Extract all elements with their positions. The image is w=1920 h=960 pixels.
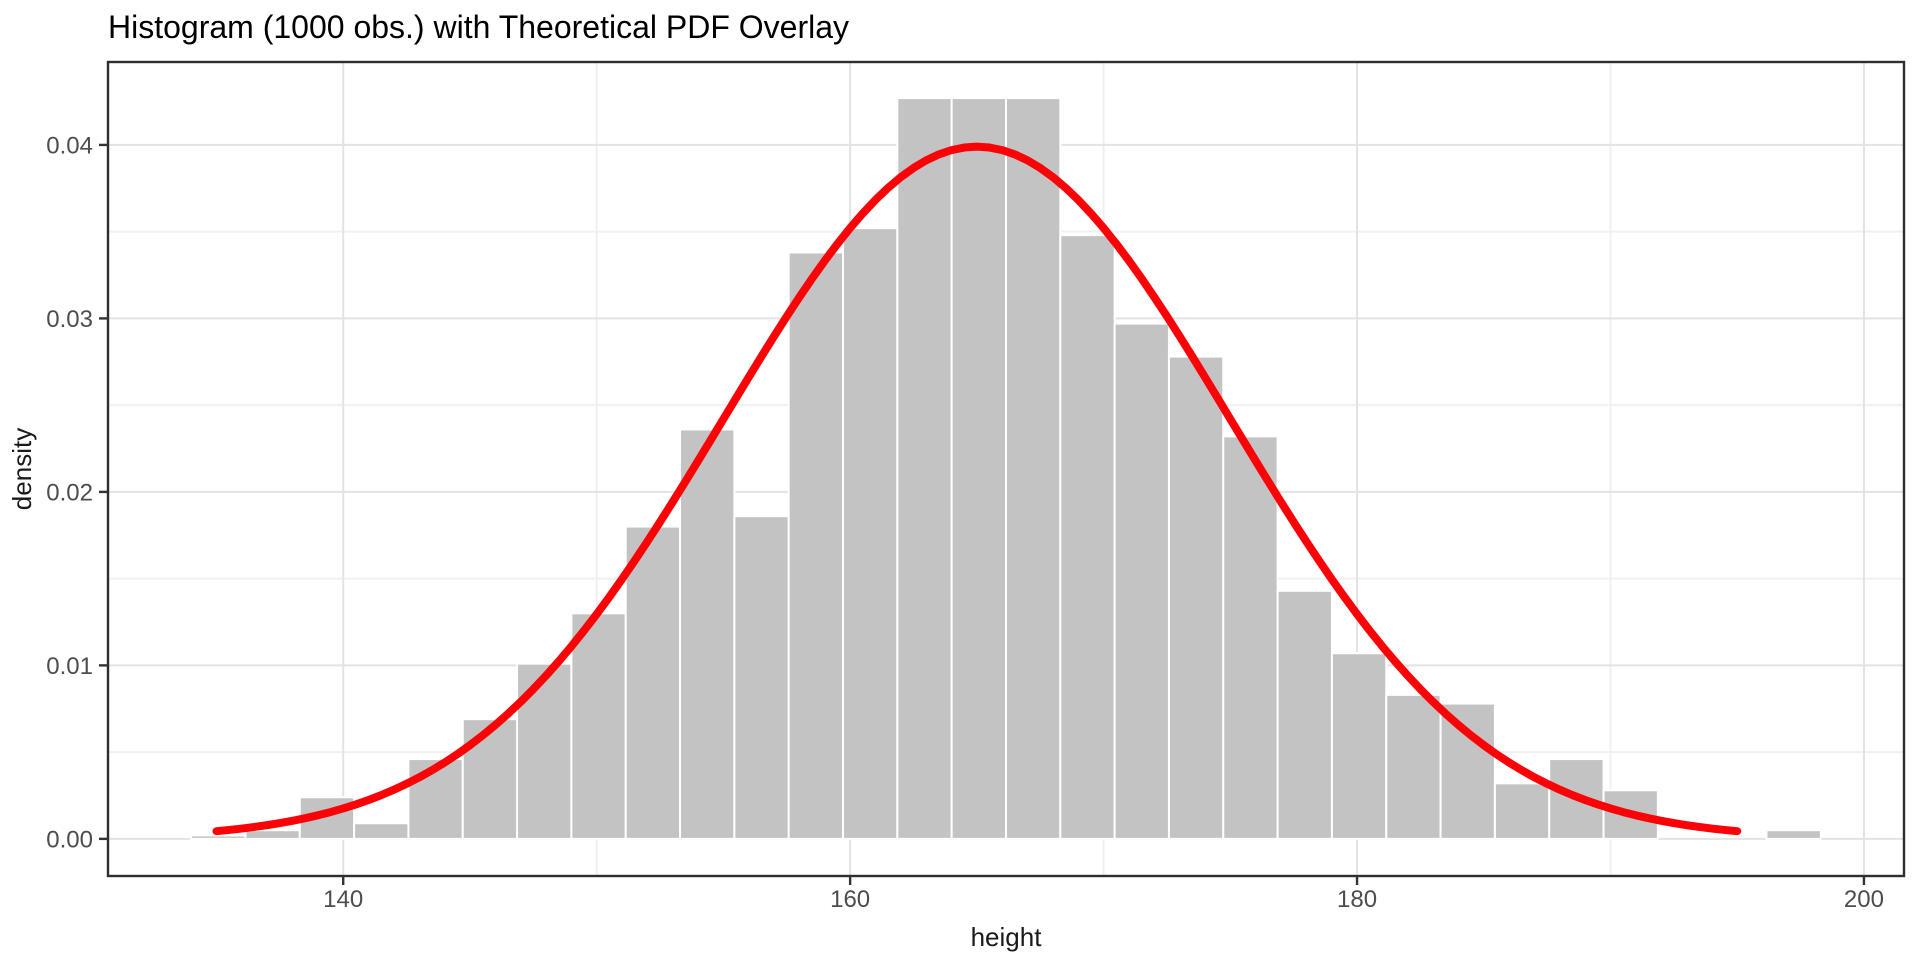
histogram-bar <box>1004 97 1062 840</box>
plot-area: 140 160 180 200 0.00 0.01 0.02 0.03 0.04 <box>46 60 1906 913</box>
histogram-bar <box>1493 782 1551 840</box>
histogram-bar <box>1330 652 1388 840</box>
y-tick-label: 0.04 <box>46 132 93 159</box>
x-tick-label: 200 <box>1844 886 1884 913</box>
chart-title: Histogram (1000 obs.) with Theoretical P… <box>108 9 849 45</box>
histogram-bar <box>1222 435 1279 840</box>
x-tick-label: 140 <box>323 886 363 913</box>
histogram-bar <box>1113 322 1170 840</box>
histogram-bar <box>1439 702 1496 840</box>
histogram-bar <box>1765 829 1822 840</box>
pdf-curve <box>212 142 1742 836</box>
x-tick-label: 180 <box>1337 886 1377 913</box>
x-tick-label: 160 <box>830 886 870 913</box>
y-tick-label: 0.00 <box>46 826 93 853</box>
histogram-bar <box>461 718 519 840</box>
histogram-bar <box>1059 234 1116 840</box>
histogram-bar <box>679 428 736 840</box>
histogram-bar <box>1385 693 1442 840</box>
y-tick-label: 0.03 <box>46 306 93 333</box>
y-tick-label: 0.01 <box>46 653 93 680</box>
histogram-bar <box>1276 589 1333 840</box>
histogram-bar <box>516 662 573 840</box>
histogram-bar <box>570 612 627 840</box>
histogram-bar <box>733 515 790 840</box>
histogram-bar <box>896 97 953 840</box>
histogram-bar <box>190 834 247 840</box>
x-axis-title: height <box>971 922 1043 952</box>
histogram-bar <box>1167 355 1225 840</box>
histogram-bar <box>950 97 1007 840</box>
histogram-bar <box>842 227 899 840</box>
histogram-bar <box>353 822 410 840</box>
histogram-bar <box>244 829 301 840</box>
panel-border <box>106 60 1906 878</box>
y-axis-title: density <box>7 428 37 510</box>
y-tick-label: 0.02 <box>46 479 93 506</box>
histogram-bar <box>624 525 682 840</box>
histogram-bar <box>787 251 845 840</box>
